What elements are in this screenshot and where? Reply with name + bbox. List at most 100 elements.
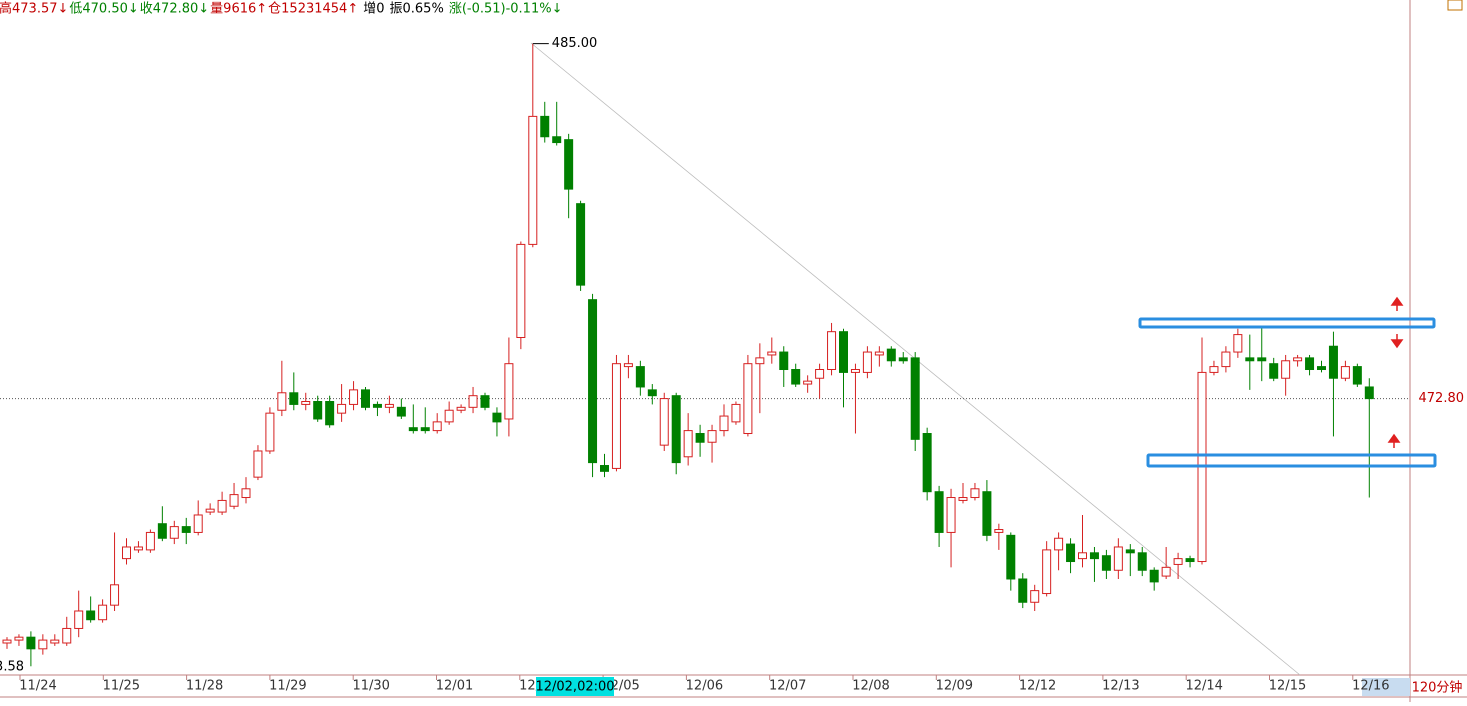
candle-body [408,427,418,432]
low-label: 463.58 [0,659,24,674]
candle-body [1317,366,1326,371]
candle-body [946,497,956,533]
candle-body [492,412,502,423]
candle-body [14,636,24,641]
candle-body [731,403,741,423]
candle-body [1078,552,1087,560]
candle-body [1364,386,1374,400]
header-item: 收472.80↓ [140,2,209,17]
candle-body [98,604,108,621]
candle-body [337,403,347,414]
candle-body [516,243,526,338]
candle-body [659,398,669,446]
candle-body [217,499,227,513]
candle-body [396,406,406,417]
candle-body [600,465,609,472]
x-tick-label: 11/24 [19,679,56,694]
candle-body [994,529,1004,533]
candle-body [1137,552,1147,571]
candle-body [349,389,359,405]
candle-body [372,403,382,408]
header-item: 仓15231454↑ [268,2,358,17]
cursor-label: 12/02,02:00 [535,680,614,695]
candle-body [874,351,884,356]
candle-body [456,406,466,411]
candle-body [958,497,968,501]
x-tick-label: 12/06 [686,679,723,694]
x-tick-label: 12/14 [1185,679,1222,694]
corner-icon[interactable] [1447,0,1463,11]
candle-body [1173,558,1183,565]
arrow [1390,334,1404,349]
candle-body [1340,366,1350,379]
candle-body [850,369,860,373]
x-tick-label: 12/13 [1102,679,1139,694]
candle-body [1018,578,1028,603]
x-tick-label: 12/12 [1019,679,1056,694]
candle-body [50,639,60,644]
candle-body [839,331,848,373]
candle-body [1328,345,1338,379]
x-tick-label: 12/15 [1269,679,1306,694]
candle-body [1066,543,1076,563]
candle-body [1042,549,1052,595]
candle-body [133,546,143,551]
candle-body [755,357,765,365]
candle-body [26,636,36,650]
candle-body [86,610,96,621]
x-tick-label: 11/25 [103,679,140,694]
candle-body [145,531,155,551]
cursor-box [536,677,614,696]
arrow [1390,296,1404,311]
candle-body [564,139,574,190]
range-box [1146,453,1437,468]
candle-body [898,357,908,362]
candle-body [671,395,681,464]
candle-body [910,357,920,440]
candle-body [611,363,621,469]
candle-body [241,488,251,499]
candle-body [1281,360,1291,379]
x-tick-label: 12/16 [1352,679,1389,694]
arrow [1387,433,1401,448]
high-label: 485.00 [552,36,598,51]
candle-body [1221,351,1231,368]
candle-body [552,136,562,144]
candle-body [122,546,131,560]
header-item: 量9616↑ [210,2,267,17]
header-item: 高473.57↓ [0,1,68,17]
candle-body [313,401,323,420]
candle-body [779,351,789,371]
candle-body [1125,549,1135,554]
candle-body [1101,555,1111,571]
candle-body [384,403,394,408]
candle-body [1185,558,1195,563]
candle-body [277,392,287,411]
candle-body [157,523,167,539]
candle-body [1257,357,1267,362]
candle-body [74,610,84,629]
candle-body [253,450,263,478]
candle-body [1149,569,1159,583]
candle-body [719,415,729,432]
candle-body [827,331,837,371]
candle-body [444,409,454,423]
candle-body [2,639,12,644]
candle-body [181,526,191,533]
candle-body [862,351,872,373]
candle-body [647,389,657,397]
candle-body [540,115,550,138]
x-tick-label: 12/07 [769,679,806,694]
x-tick-label: 11/30 [352,679,389,694]
candle-body [982,491,992,536]
period-label[interactable]: 120分钟 [1412,680,1463,696]
candle-body [265,412,275,452]
candle-body [480,395,490,408]
candle-body [301,401,311,405]
candle-body [1030,590,1040,603]
candle-body [707,430,717,443]
x-tick-label: 12/01 [436,679,473,694]
candle-body [623,363,633,368]
candle-body [361,389,370,408]
